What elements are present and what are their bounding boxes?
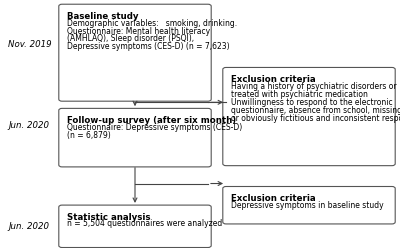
Text: Nov. 2019: Nov. 2019: [8, 40, 52, 49]
Text: questionnaire, absence from school, missing data,: questionnaire, absence from school, miss…: [231, 106, 400, 115]
Text: (n = 6,879): (n = 6,879): [67, 131, 110, 140]
Text: Statistic analysis: Statistic analysis: [67, 213, 150, 221]
FancyBboxPatch shape: [223, 186, 395, 224]
FancyBboxPatch shape: [59, 4, 211, 101]
Text: Demographic variables:   smoking, drinking.: Demographic variables: smoking, drinking…: [67, 19, 237, 28]
Text: Questionnaire: Depressive symptoms (CES-D): Questionnaire: Depressive symptoms (CES-…: [67, 123, 242, 132]
Text: Questionnaire: Mental health literacy: Questionnaire: Mental health literacy: [67, 27, 210, 35]
Text: n = 5,504 questionnaires were analyzed: n = 5,504 questionnaires were analyzed: [67, 219, 222, 228]
Text: Depressive symptoms (CES-D) (n = 7,623): Depressive symptoms (CES-D) (n = 7,623): [67, 42, 230, 51]
Text: Follow-up survey (after six month): Follow-up survey (after six month): [67, 116, 236, 125]
Text: treated with psychiatric medication: treated with psychiatric medication: [231, 90, 368, 99]
Text: or obviously fictitious and inconsistent responses.: or obviously fictitious and inconsistent…: [231, 114, 400, 123]
Text: Exclusion criteria: Exclusion criteria: [231, 194, 316, 203]
Text: Depressive symptoms in baseline study: Depressive symptoms in baseline study: [231, 201, 384, 210]
Text: Jun. 2020: Jun. 2020: [8, 121, 49, 130]
Text: Exclusion criteria: Exclusion criteria: [231, 75, 316, 84]
Text: Having a history of psychiatric disorders or  being: Having a history of psychiatric disorder…: [231, 82, 400, 91]
FancyBboxPatch shape: [59, 205, 211, 248]
Text: Baseline study: Baseline study: [67, 12, 138, 21]
Text: (AMHLAQ), Sleep disorder (PSQI),: (AMHLAQ), Sleep disorder (PSQI),: [67, 34, 194, 43]
FancyBboxPatch shape: [59, 108, 211, 167]
Text: Unwillingness to respond to the electronic: Unwillingness to respond to the electron…: [231, 98, 392, 107]
Text: Jun. 2020: Jun. 2020: [8, 222, 49, 231]
FancyBboxPatch shape: [223, 67, 395, 166]
